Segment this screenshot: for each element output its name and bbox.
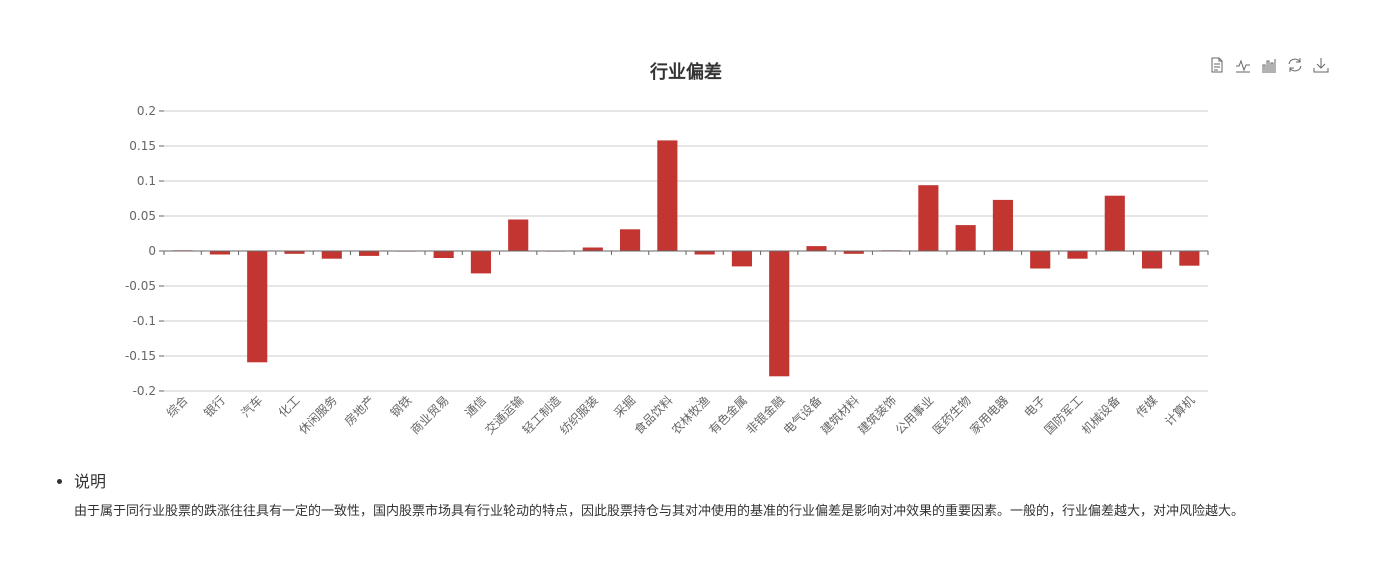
- x-tick-label: 公用事业: [893, 393, 937, 437]
- bar-纺织服装: [582, 247, 603, 251]
- x-tick-label: 电气设备: [780, 393, 825, 438]
- bar-传媒: [1142, 251, 1163, 269]
- x-tick-label: 综合: [163, 393, 191, 421]
- y-tick-label: -0.15: [125, 349, 156, 363]
- bar-公用事业: [918, 185, 939, 251]
- x-tick-label: 机械设备: [1078, 393, 1123, 438]
- y-tick-label: 0.05: [129, 209, 156, 223]
- restore-icon[interactable]: [1286, 56, 1304, 74]
- x-tick-label: 建筑材料: [817, 393, 862, 438]
- bar-休闲服务: [321, 251, 342, 259]
- bar-计算机: [1179, 251, 1200, 266]
- bar-通信: [470, 251, 491, 274]
- bar-非银金融: [769, 251, 790, 377]
- x-tick-label: 交通运输: [482, 393, 527, 438]
- chart-title: 行业偏差: [650, 62, 722, 83]
- x-tick-label: 非银金融: [743, 393, 788, 438]
- x-tick-label: 国防军工: [1041, 393, 1086, 438]
- bar-化工: [284, 251, 305, 254]
- notes-section: 说明 由于属于同行业股票的跌涨往往具有一定的一致性，国内股票市场具有行业轮动的特…: [54, 468, 1314, 522]
- x-tick-label: 通信: [462, 393, 489, 420]
- x-tick-label: 有色金属: [705, 393, 750, 438]
- x-tick-label: 汽车: [238, 393, 266, 421]
- x-tick-label: 休闲服务: [295, 393, 340, 438]
- x-tick-label: 医药生物: [930, 393, 974, 437]
- x-tick-label: 计算机: [1161, 393, 1197, 429]
- x-tick-label: 食品饮料: [631, 393, 676, 438]
- y-tick-label: -0.1: [133, 314, 156, 328]
- x-tick-label: 农林牧渔: [669, 393, 713, 437]
- bar-国防军工: [1067, 251, 1088, 259]
- y-tick-label: 0.1: [137, 174, 156, 188]
- bar-机械设备: [1104, 195, 1125, 251]
- bar-房地产: [359, 251, 380, 256]
- x-tick-label: 家用电器: [966, 393, 1011, 438]
- bar-家用电器: [992, 199, 1013, 251]
- bar-农林牧渔: [694, 251, 715, 255]
- x-tick-label: 商业贸易: [407, 393, 452, 438]
- bar-电气设备: [806, 246, 827, 251]
- y-tick-label: 0.15: [129, 139, 156, 153]
- notes-body: 由于属于同行业股票的跌涨往往具有一定的一致性，国内股票市场具有行业轮动的特点，因…: [74, 504, 1245, 519]
- x-tick-label: 化工: [276, 393, 303, 420]
- data-view-icon[interactable]: [1208, 56, 1226, 74]
- bar-建筑材料: [843, 251, 864, 254]
- bar-有色金属: [731, 251, 752, 267]
- x-tick-label: 轻工制造: [520, 393, 564, 437]
- y-tick-label: 0.2: [137, 104, 156, 118]
- x-tick-label: 钢铁: [388, 393, 415, 420]
- bar-电子: [1030, 251, 1051, 269]
- y-tick-label: -0.05: [125, 279, 156, 293]
- chart-toolbox: [1208, 56, 1330, 74]
- bar-交通运输: [508, 219, 529, 251]
- bar-医药生物: [955, 225, 976, 251]
- x-tick-label: 传媒: [1133, 393, 1161, 421]
- x-tick-label: 采掘: [611, 393, 639, 421]
- bar-食品饮料: [657, 140, 678, 251]
- bar-银行: [209, 251, 230, 255]
- bar-汽车: [247, 251, 268, 363]
- y-tick-label: 0: [148, 244, 156, 258]
- x-tick-label: 银行: [201, 393, 228, 420]
- x-tick-label: 纺织服装: [557, 393, 601, 437]
- download-icon[interactable]: [1312, 56, 1330, 74]
- bar-商业贸易: [433, 251, 454, 258]
- bar-采掘: [620, 229, 641, 251]
- line-chart-icon[interactable]: [1234, 56, 1252, 74]
- notes-heading: 说明: [74, 468, 1314, 492]
- y-tick-label: -0.2: [133, 384, 156, 398]
- bar-chart-icon[interactable]: [1260, 56, 1278, 74]
- x-tick-label: 电子: [1021, 393, 1048, 420]
- bar-chart: 0.2 0.15 0.1 0.05 0 -0.05 -0.1 -0.15 -0.2 综合 银行 汽车化…: [125, 104, 1209, 438]
- x-tick-label: 房地产: [341, 393, 377, 429]
- x-tick-label: 建筑装饰: [855, 393, 900, 438]
